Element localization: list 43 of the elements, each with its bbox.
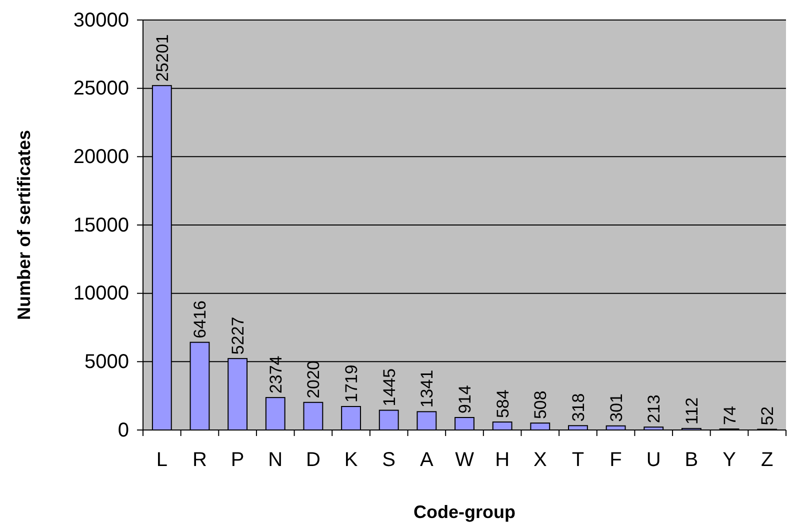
- x-axis-title: Code-group: [414, 502, 516, 522]
- y-tick-label: 5000: [84, 351, 129, 374]
- x-tick-label: U: [646, 449, 661, 472]
- x-tick-label: N: [268, 449, 283, 472]
- data-label: 1445: [380, 368, 399, 406]
- x-tick-label: P: [230, 449, 244, 472]
- x-tick-label: R: [192, 449, 207, 472]
- y-tick-label: 0: [118, 419, 129, 442]
- data-label: 318: [568, 393, 588, 422]
- y-axis-title: Number of sertificates: [14, 130, 34, 320]
- data-label: 1341: [418, 370, 437, 408]
- data-label: 74: [720, 406, 740, 425]
- y-tick-label: 10000: [73, 282, 129, 305]
- x-tick-label: H: [495, 449, 510, 472]
- data-label: 508: [531, 390, 550, 420]
- data-label: 5227: [228, 316, 248, 355]
- y-tick-label: 15000: [73, 214, 129, 236]
- data-label: 301: [606, 394, 626, 422]
- y-tick-label: 20000: [73, 146, 129, 168]
- data-label: 914: [456, 385, 474, 414]
- x-tick-label: D: [306, 449, 320, 472]
- data-label: 584: [493, 390, 512, 418]
- x-tick-label: B: [684, 449, 698, 472]
- x-tick-label: S: [382, 449, 396, 472]
- x-tick-label: F: [610, 449, 622, 472]
- x-tick-label: Y: [722, 449, 736, 472]
- x-tick-label: A: [420, 449, 434, 472]
- data-label: 6416: [190, 300, 210, 338]
- x-tick-label: T: [572, 449, 584, 472]
- data-label: 52: [758, 406, 778, 426]
- data-label: 213: [644, 394, 664, 424]
- y-tick-label: 25000: [73, 78, 129, 100]
- x-tick-label: X: [533, 449, 547, 472]
- y-tick-label: 30000: [73, 9, 129, 32]
- x-tick-label: K: [344, 449, 358, 472]
- data-label: 25201: [152, 34, 172, 82]
- data-label: 2020: [304, 360, 324, 398]
- x-tick-label: W: [455, 449, 474, 472]
- data-label: 1719: [342, 364, 362, 403]
- data-label: 2374: [266, 356, 286, 394]
- x-tick-label: Z: [760, 449, 774, 472]
- x-tick-label: L: [156, 449, 168, 472]
- data-label: 112: [682, 397, 702, 424]
